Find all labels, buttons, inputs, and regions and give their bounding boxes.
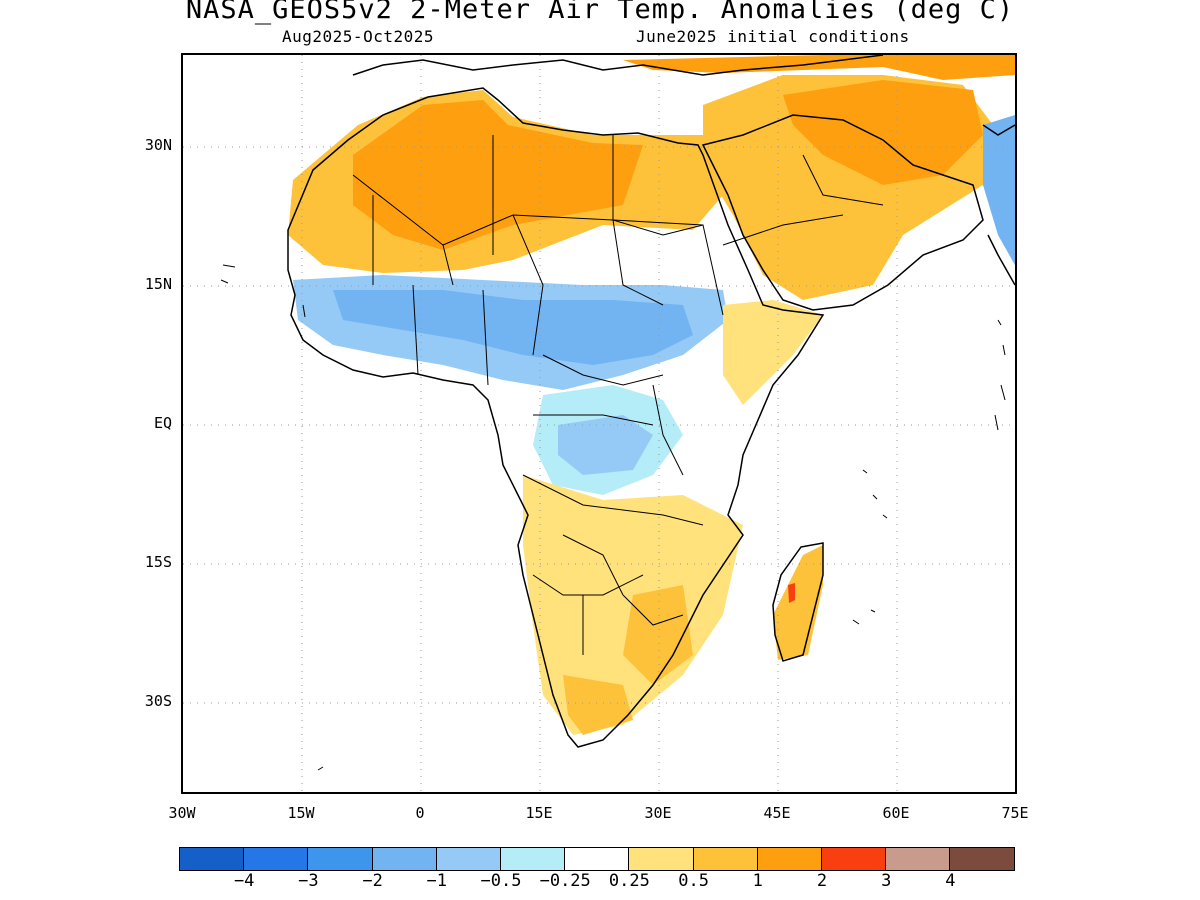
colorbar-swatch xyxy=(500,848,566,870)
colorbar-label: 2 xyxy=(816,871,828,891)
anomaly-region-madagascar xyxy=(773,545,823,660)
colorbar-swatch xyxy=(308,848,373,870)
india-coastline xyxy=(982,124,1015,286)
lon-label-75e: 75E xyxy=(1001,804,1029,822)
island-outlines xyxy=(220,264,1006,771)
lat-label-eq: EQ xyxy=(153,414,172,432)
colorbar-swatch xyxy=(180,848,245,870)
lon-label-45e: 45E xyxy=(763,804,791,822)
colorbar xyxy=(179,847,1016,871)
colorbar-swatch xyxy=(629,848,694,870)
lat-label-15n: 15N xyxy=(144,275,172,293)
initial-conditions: June2025 initial conditions xyxy=(636,27,910,46)
lon-label-60e: 60E xyxy=(882,804,910,822)
anomaly-region-med xyxy=(623,55,1015,80)
colorbar-label: 4 xyxy=(945,871,956,891)
anomaly-region-sahel-core xyxy=(333,290,693,365)
anomaly-region-cape xyxy=(563,675,633,735)
colorbar-label: −4 xyxy=(233,871,255,891)
colorbar-label: −0.5 xyxy=(480,871,522,891)
colorbar-label: −3 xyxy=(298,871,319,891)
anomaly-region-congo-core xyxy=(558,415,653,475)
anomaly-map xyxy=(181,53,1017,794)
colorbar-swatch xyxy=(436,848,501,870)
anomaly-region-madagascar-hot xyxy=(788,583,795,603)
colorbar-swatch xyxy=(950,848,1015,870)
colorbar-swatch xyxy=(886,848,951,870)
colorbar-label: 1 xyxy=(752,871,763,891)
africa-coastline xyxy=(287,87,825,748)
anomaly-fill xyxy=(288,55,1015,735)
chart-title: NASA_GEOS5v2 2-Meter Air Temp. Anomalies… xyxy=(185,0,1015,25)
colorbar-swatch xyxy=(757,848,822,870)
colorbar-swatch xyxy=(244,848,309,870)
lon-label-0: 0 xyxy=(415,804,425,822)
lon-label-15w: 15W xyxy=(287,804,315,822)
colorbar-swatch xyxy=(372,848,437,870)
arabia-coastline xyxy=(701,114,984,311)
madagascar-coastline xyxy=(772,542,824,662)
lat-label-30n: 30N xyxy=(144,136,172,154)
lon-label-30w: 30W xyxy=(168,804,196,822)
colorbar-swatch xyxy=(821,848,887,870)
anomaly-region-sahara-core xyxy=(353,100,643,250)
lon-label-30e: 30E xyxy=(644,804,672,822)
anomaly-region-arabia-core xyxy=(783,80,983,185)
lon-label-15e: 15E xyxy=(525,804,553,822)
anomaly-region-india xyxy=(983,115,1015,265)
map-canvas xyxy=(183,55,1015,792)
forecast-period: Aug2025-Oct2025 xyxy=(282,27,434,46)
colorbar-label: −1 xyxy=(426,871,448,891)
lat-label-15s: 15S xyxy=(144,553,172,571)
europe-coastline xyxy=(352,55,884,76)
colorbar-swatch xyxy=(565,848,630,870)
colorbar-label: 0.25 xyxy=(608,871,650,891)
anomaly-region-south-core xyxy=(623,585,693,685)
colorbar-label: 3 xyxy=(881,871,892,891)
anomaly-region-horn xyxy=(723,300,823,405)
colorbar-label: 0.5 xyxy=(678,871,709,891)
colorbar-label: −2 xyxy=(362,871,383,891)
colorbar-label: −0.25 xyxy=(539,871,591,891)
gridlines xyxy=(183,55,1015,792)
coastlines xyxy=(287,55,1015,748)
lat-label-30s: 30S xyxy=(144,692,172,710)
colorbar-swatch xyxy=(693,848,758,870)
country-borders xyxy=(352,135,884,655)
